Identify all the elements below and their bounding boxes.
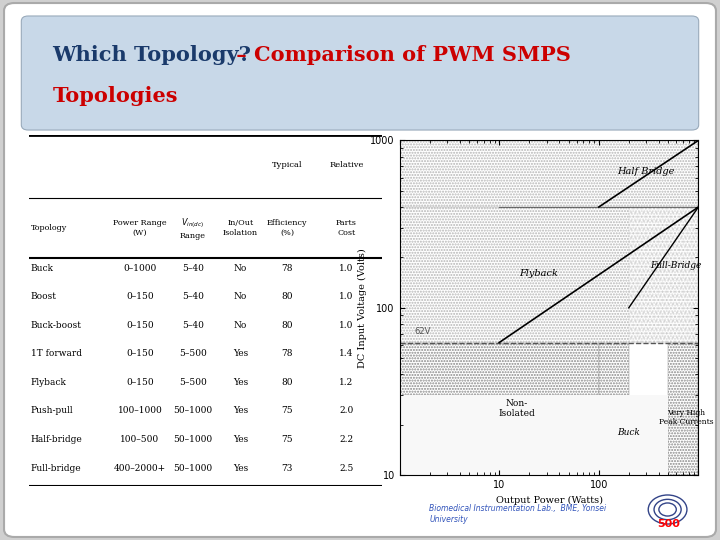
Text: Boost: Boost <box>30 292 57 301</box>
Text: Buck: Buck <box>617 428 640 437</box>
Text: 80: 80 <box>282 292 293 301</box>
Text: Yes: Yes <box>233 407 248 415</box>
Text: Biomedical Instrumentation Lab.,  BME, Yonsei: Biomedical Instrumentation Lab., BME, Yo… <box>429 504 606 513</box>
Text: 2.2: 2.2 <box>339 435 354 444</box>
Text: No: No <box>234 321 247 330</box>
Text: 5–40: 5–40 <box>182 321 204 330</box>
Text: 5–40: 5–40 <box>182 292 204 301</box>
Text: 80: 80 <box>282 378 293 387</box>
Text: 62V: 62V <box>414 327 431 336</box>
Y-axis label: DC Input Voltage (Volts): DC Input Voltage (Volts) <box>359 248 367 368</box>
Text: 1.0: 1.0 <box>339 321 354 330</box>
Text: Half Bridge: Half Bridge <box>618 167 675 176</box>
FancyBboxPatch shape <box>22 16 698 130</box>
Text: 50–1000: 50–1000 <box>174 435 212 444</box>
Text: 5–500: 5–500 <box>179 378 207 387</box>
Text: Relative: Relative <box>329 161 364 169</box>
Text: Flyback: Flyback <box>519 269 558 278</box>
Text: 0–150: 0–150 <box>126 378 154 387</box>
Text: Parts
Cost: Parts Cost <box>336 219 356 237</box>
Text: 0–150: 0–150 <box>126 349 154 359</box>
Text: Topology: Topology <box>30 224 67 232</box>
Text: Non-
Isolated: Non- Isolated <box>498 399 535 418</box>
Text: 0–150: 0–150 <box>126 321 154 330</box>
Text: Typical: Typical <box>272 161 302 169</box>
Text: 1.4: 1.4 <box>339 349 354 359</box>
Text: Half-bridge: Half-bridge <box>30 435 82 444</box>
Text: 75: 75 <box>282 435 293 444</box>
Text: 0–1000: 0–1000 <box>123 264 156 273</box>
Text: Yes: Yes <box>233 435 248 444</box>
FancyBboxPatch shape <box>4 3 716 537</box>
Text: 2.5: 2.5 <box>339 463 354 472</box>
Text: Push-pull: Push-pull <box>30 407 73 415</box>
Text: Buck: Buck <box>30 264 53 273</box>
Text: 80: 80 <box>282 321 293 330</box>
Text: 100–500: 100–500 <box>120 435 160 444</box>
Text: 73: 73 <box>282 463 293 472</box>
Text: 0–150: 0–150 <box>126 292 154 301</box>
Text: 1T forward: 1T forward <box>30 349 81 359</box>
Text: Very High
Peak Currents: Very High Peak Currents <box>659 409 714 427</box>
Text: 400–2000+: 400–2000+ <box>114 463 166 472</box>
Text: In/Out
Isolation: In/Out Isolation <box>223 219 258 237</box>
Text: 100–1000: 100–1000 <box>117 407 162 415</box>
Text: No: No <box>234 292 247 301</box>
Text: No: No <box>234 264 247 273</box>
Text: Which Topology?: Which Topology? <box>53 45 251 65</box>
Text: $V_{in(dc)}$
Range: $V_{in(dc)}$ Range <box>180 217 206 240</box>
Text: Full-Bridge: Full-Bridge <box>651 261 702 269</box>
Text: 78: 78 <box>282 264 293 273</box>
Text: 78: 78 <box>282 349 293 359</box>
Text: Flyback: Flyback <box>30 378 66 387</box>
Text: 2.0: 2.0 <box>339 407 354 415</box>
Text: – Comparison of PWM SMPS: – Comparison of PWM SMPS <box>229 45 570 65</box>
Text: Full-bridge: Full-bridge <box>30 463 81 472</box>
Text: 1.0: 1.0 <box>339 264 354 273</box>
Text: 1.2: 1.2 <box>339 378 354 387</box>
Text: 1.0: 1.0 <box>339 292 354 301</box>
X-axis label: Output Power (Watts): Output Power (Watts) <box>495 496 603 505</box>
Text: Yes: Yes <box>233 349 248 359</box>
Text: Yes: Yes <box>233 463 248 472</box>
Text: Efficiency
(%): Efficiency (%) <box>267 219 307 237</box>
Text: Yes: Yes <box>233 378 248 387</box>
Text: Buck-boost: Buck-boost <box>30 321 81 330</box>
Text: Power Range
(W): Power Range (W) <box>113 219 167 237</box>
Text: University: University <box>429 515 468 524</box>
Text: 75: 75 <box>282 407 293 415</box>
Text: 50–1000: 50–1000 <box>174 407 212 415</box>
Text: 500: 500 <box>657 518 680 529</box>
Text: 50–1000: 50–1000 <box>174 463 212 472</box>
Text: Topologies: Topologies <box>53 86 178 106</box>
Text: 5–40: 5–40 <box>182 264 204 273</box>
Text: 5–500: 5–500 <box>179 349 207 359</box>
